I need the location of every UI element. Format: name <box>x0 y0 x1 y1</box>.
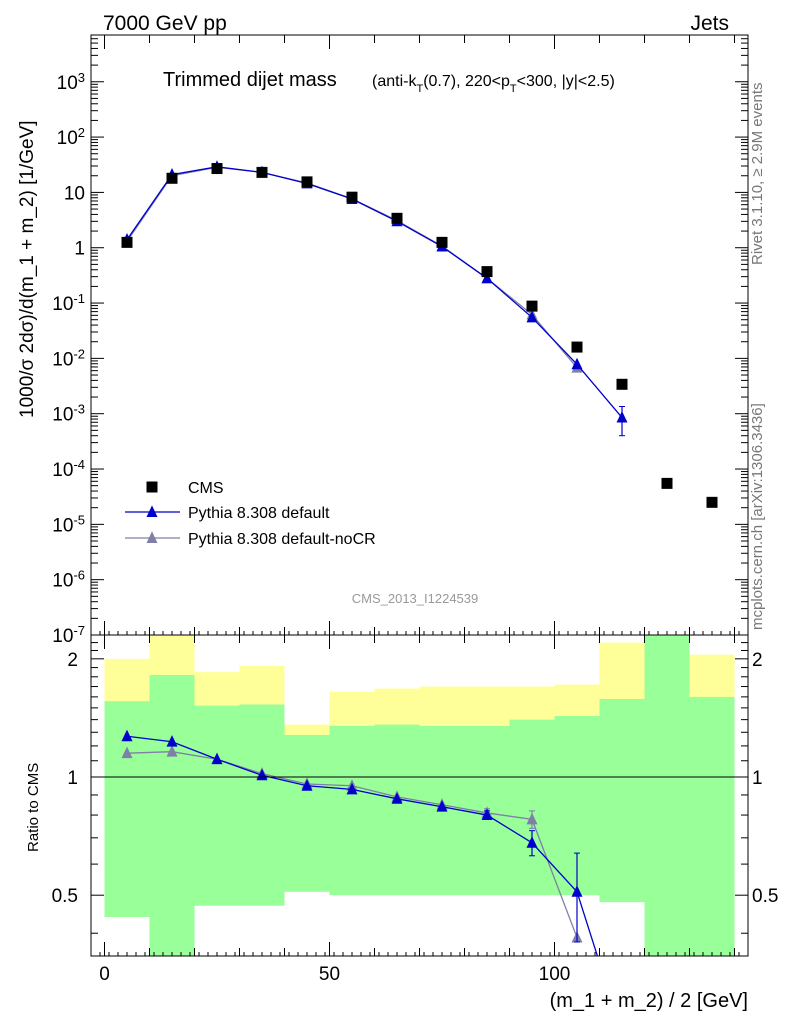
ratio-curves <box>121 729 599 956</box>
y-tick-label: 10-6 <box>52 567 85 592</box>
cms-marker <box>211 163 223 175</box>
ratio-y-tick-label-right: 2 <box>752 650 763 671</box>
cms-marker <box>256 166 268 178</box>
default-ratio-line <box>126 735 599 956</box>
inner-band-bin <box>689 696 735 956</box>
inner-band-bin <box>644 635 690 956</box>
nocr-ratio-marker <box>121 746 133 759</box>
inner-band-bin <box>194 705 240 906</box>
ratio-y-tick-label: 0.5 <box>52 886 78 907</box>
y-tick-label: 103 <box>57 69 85 94</box>
cms-marker <box>346 191 358 203</box>
ratio-y-tick-label-right: 0.5 <box>752 886 778 907</box>
default-marker <box>526 310 538 323</box>
rivet-label: Rivet 3.1.10, ≥ 2.9M events <box>749 83 766 266</box>
header-right: Jets <box>690 12 729 35</box>
legend-marker-cms <box>146 481 158 493</box>
y-tick-label: 10 <box>64 183 85 204</box>
cms-marker <box>436 236 448 248</box>
inner-band-bin <box>374 724 420 896</box>
default-marker <box>571 357 583 370</box>
x-axis-label: (m_1 + m_2) / 2 [GeV] <box>550 990 748 1012</box>
cms-marker <box>526 300 538 312</box>
y-tick-label: 10-2 <box>52 346 85 371</box>
y-tick-label: 10-5 <box>52 512 85 537</box>
legend-marker <box>146 531 158 543</box>
ratio-panel <box>121 729 599 956</box>
cms-marker <box>706 496 718 508</box>
legend-label: Pythia 8.308 default <box>188 505 330 522</box>
cms-marker <box>121 236 133 248</box>
default-ratio-marker <box>301 779 313 791</box>
y-tick-label: 10-1 <box>52 291 85 316</box>
cms-marker <box>616 378 628 390</box>
plot-title: Trimmed dijet mass <box>163 69 337 91</box>
cms-marker <box>166 172 178 184</box>
legend-label: CMS <box>188 480 224 497</box>
cms-marker <box>661 477 673 489</box>
y-tick-label: 102 <box>57 125 85 150</box>
nocr-ratio-marker <box>166 745 178 757</box>
inner-band-bin <box>239 704 285 906</box>
default-ratio-marker <box>481 808 493 821</box>
ratio-y-tick-label: 1 <box>67 768 78 789</box>
x-tick-label: 0 <box>99 964 110 985</box>
default-ratio-marker <box>436 800 448 812</box>
default-ratio-marker <box>121 729 133 742</box>
main-panel <box>121 160 718 508</box>
default-ratio-marker <box>166 735 178 747</box>
ratio-y-axis-label: Ratio to CMS <box>25 763 42 852</box>
default-marker <box>481 271 493 284</box>
ratio-bands <box>104 635 735 956</box>
inner-band-bin <box>509 719 555 896</box>
mcplots-label: mcplots.cern.ch [arXiv:1306.3436] <box>749 403 766 630</box>
default-marker <box>616 411 628 423</box>
cms-marker <box>571 341 583 353</box>
default-line <box>126 166 623 419</box>
inner-band-bin <box>149 674 195 956</box>
cms-marker <box>391 212 403 224</box>
default-ratio-marker <box>211 752 223 765</box>
inner-band-bin <box>329 725 375 896</box>
legend-marker <box>146 505 158 517</box>
cms-marker <box>481 266 493 278</box>
legend: CMS Pythia 8.308 default Pythia 8.308 defa… <box>125 480 376 548</box>
y-tick-label: 10-4 <box>52 457 85 482</box>
y-tick-label: 1 <box>74 239 85 260</box>
y-tick-label: 10-3 <box>52 401 85 426</box>
header-left: 7000 GeV pp <box>103 12 227 35</box>
default-ratio-marker <box>571 885 583 897</box>
x-tick-label: 50 <box>319 964 340 985</box>
axes: 10-7 10-6 10-5 10-4 10-3 10-2 10-1 1 10 102 103 0 50… <box>52 34 778 985</box>
cms-marker <box>301 176 313 188</box>
default-ratio-marker <box>526 836 538 848</box>
y-tick-label: 10-7 <box>52 623 85 648</box>
plot-title-detail: (anti-kT(0.7), 220<pT<300, |y|<2.5) <box>372 73 615 95</box>
inner-band-bin <box>284 734 330 892</box>
nocr-ratio-marker <box>526 812 538 825</box>
inner-band-bin <box>599 699 645 903</box>
main-y-axis-label: 1000/σ 2dσ)/d(m_1 + m_2) [1/GeV] <box>17 120 38 418</box>
default-ratio-marker <box>391 792 403 804</box>
legend-label: Pythia 8.308 default-noCR <box>188 531 376 548</box>
default-ratio-marker <box>346 782 358 795</box>
analysis-watermark: CMS_2013_I1224539 <box>352 591 479 606</box>
ratio-y-tick-label: 2 <box>67 650 78 671</box>
x-tick-label: 100 <box>539 964 571 985</box>
ratio-y-tick-label-right: 1 <box>752 768 763 789</box>
